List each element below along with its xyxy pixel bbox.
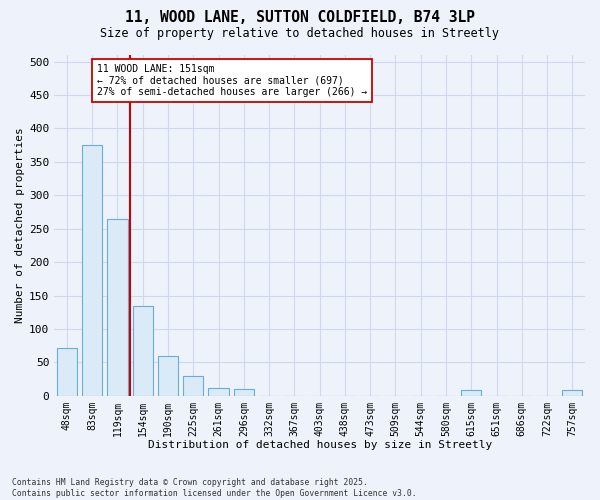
X-axis label: Distribution of detached houses by size in Streetly: Distribution of detached houses by size …: [148, 440, 492, 450]
Bar: [461, 390, 481, 396]
Bar: [158, 356, 178, 396]
Bar: [107, 218, 128, 396]
Text: 11 WOOD LANE: 151sqm
← 72% of detached houses are smaller (697)
27% of semi-deta: 11 WOOD LANE: 151sqm ← 72% of detached h…: [97, 64, 367, 97]
Text: Contains HM Land Registry data © Crown copyright and database right 2025.
Contai: Contains HM Land Registry data © Crown c…: [12, 478, 416, 498]
Text: 11, WOOD LANE, SUTTON COLDFIELD, B74 3LP: 11, WOOD LANE, SUTTON COLDFIELD, B74 3LP: [125, 10, 475, 25]
Bar: [133, 306, 153, 396]
Bar: [234, 389, 254, 396]
Bar: [208, 388, 229, 396]
Bar: [562, 390, 583, 396]
Bar: [183, 376, 203, 396]
Bar: [57, 348, 77, 396]
Y-axis label: Number of detached properties: Number of detached properties: [15, 128, 25, 323]
Bar: [82, 145, 102, 396]
Text: Size of property relative to detached houses in Streetly: Size of property relative to detached ho…: [101, 28, 499, 40]
